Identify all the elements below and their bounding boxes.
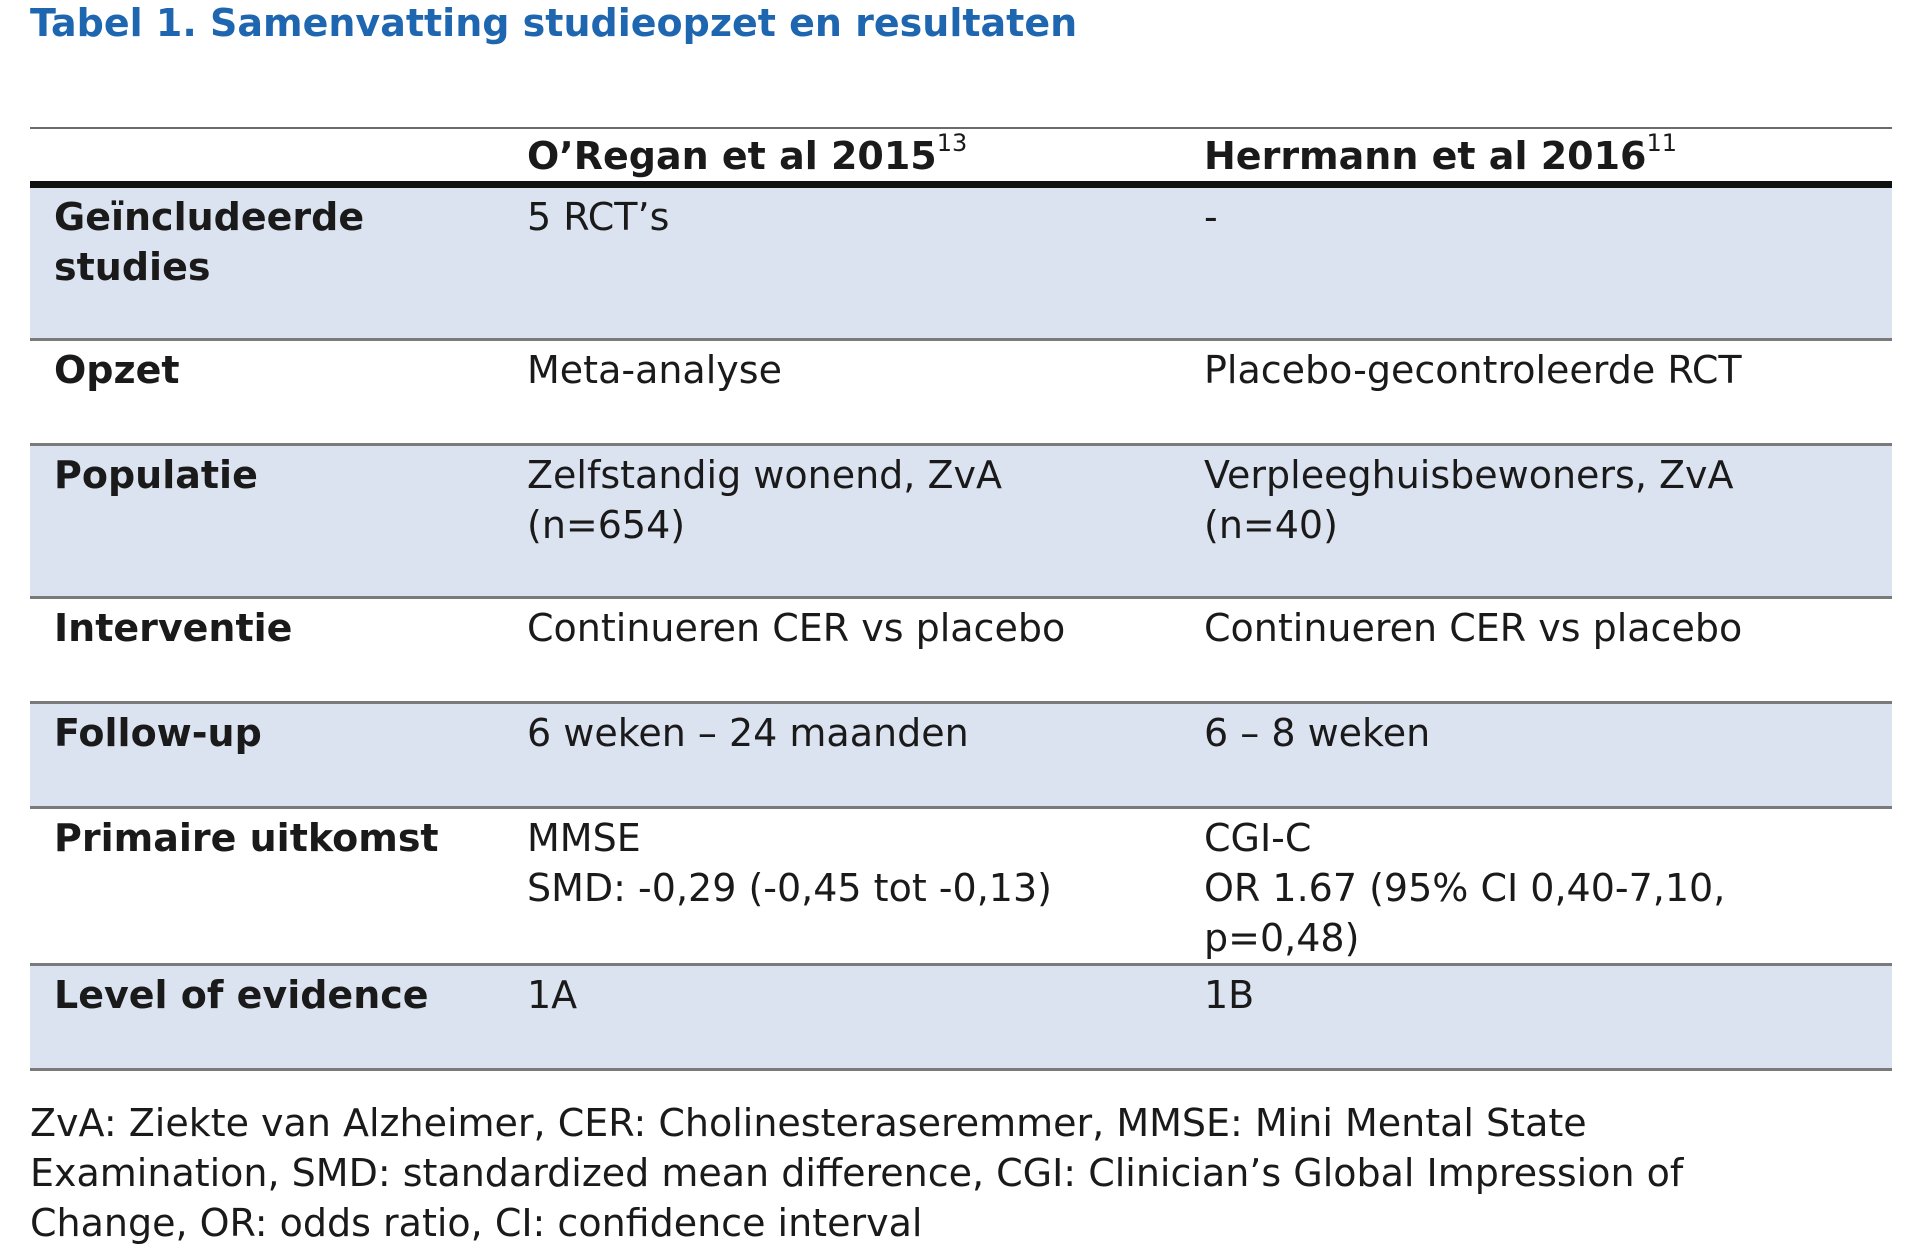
row-label-line: Follow-up <box>54 711 262 755</box>
cell-oregan: Continueren CER vs placebo <box>527 597 1204 704</box>
row-label: Geïncludeerde studies <box>30 184 527 341</box>
table-row: Opzet Meta-analyse Placebo-gecontroleerd… <box>30 339 1892 446</box>
cell-oregan: MMSE SMD: -0,29 (-0,45 tot -0,13) <box>527 807 1204 966</box>
header-herrmann-text: Herrmann et al 2016 <box>1204 134 1647 178</box>
cell-line: (n=40) <box>1204 503 1338 547</box>
row-label: Follow-up <box>30 702 527 809</box>
cell-line: 1A <box>527 973 578 1017</box>
cell-line: 6 weken – 24 maanden <box>527 711 969 755</box>
table-row: Interventie Continueren CER vs placebo C… <box>30 597 1892 704</box>
cell-line: Continueren CER vs placebo <box>527 606 1066 650</box>
cell-line: Continueren CER vs placebo <box>1204 606 1743 650</box>
footnote-line: Change, OR: odds ratio, CI: confidence i… <box>30 1201 923 1245</box>
table-row: Level of evidence 1A 1B <box>30 964 1892 1071</box>
header-oregan: O’Regan et al 201513 <box>527 127 1204 188</box>
cell-oregan: 5 RCT’s <box>527 184 1204 341</box>
cell-oregan: 6 weken – 24 maanden <box>527 702 1204 809</box>
cell-oregan: Zelfstandig wonend, ZvA (n=654) <box>527 444 1204 599</box>
cell-line: Verpleeghuisbewoners, ZvA <box>1204 453 1734 497</box>
cell-oregan: 1A <box>527 964 1204 1071</box>
cell-herrmann: 1B <box>1204 964 1892 1071</box>
cell-oregan: Meta-analyse <box>527 339 1204 446</box>
header-oregan-text: O’Regan et al 2015 <box>527 134 937 178</box>
cell-line: SMD: -0,29 (-0,45 tot -0,13) <box>527 866 1052 910</box>
footnote-line: Examination, SMD: standardized mean diff… <box>30 1151 1684 1195</box>
row-label-line: Primaire uitkomst <box>54 816 439 860</box>
row-label: Populatie <box>30 444 527 599</box>
cell-herrmann: Verpleeghuisbewoners, ZvA (n=40) <box>1204 444 1892 599</box>
cell-line: Placebo-gecontroleerde RCT <box>1204 348 1742 392</box>
row-label-line: Geïncludeerde <box>54 195 365 239</box>
cell-herrmann: Placebo-gecontroleerde RCT <box>1204 339 1892 446</box>
footnote-line: ZvA: Ziekte van Alzheimer, CER: Cholines… <box>30 1101 1587 1145</box>
row-label: Interventie <box>30 597 527 704</box>
cell-line: Zelfstandig wonend, ZvA <box>527 453 1002 497</box>
cell-line: OR 1.67 (95% CI 0,40-7,10, <box>1204 866 1726 910</box>
header-herrmann-ref: 11 <box>1646 129 1678 157</box>
header-row: O’Regan et al 201513 Herrmann et al 2016… <box>30 127 1892 188</box>
cell-line: CGI-C <box>1204 816 1312 860</box>
table-row: Geïncludeerde studies 5 RCT’s - <box>30 184 1892 341</box>
cell-line: MMSE <box>527 816 641 860</box>
row-label-line: Level of evidence <box>54 973 429 1017</box>
table-title: Tabel 1. Samenvatting studieopzet en res… <box>30 1 1078 45</box>
table-row: Populatie Zelfstandig wonend, ZvA (n=654… <box>30 444 1892 599</box>
row-label: Level of evidence <box>30 964 527 1071</box>
cell-line: p=0,48) <box>1204 916 1360 960</box>
row-label-line: Populatie <box>54 453 258 497</box>
cell-line: 1B <box>1204 973 1255 1017</box>
row-label: Primaire uitkomst <box>30 807 527 966</box>
cell-line: (n=654) <box>527 503 686 547</box>
cell-herrmann: CGI-C OR 1.67 (95% CI 0,40-7,10, p=0,48) <box>1204 807 1892 966</box>
header-oregan-ref: 13 <box>936 129 968 157</box>
row-label: Opzet <box>30 339 527 446</box>
summary-table: O’Regan et al 201513 Herrmann et al 2016… <box>30 127 1892 1071</box>
header-herrmann: Herrmann et al 201611 <box>1204 127 1892 188</box>
header-empty-cell <box>30 127 527 188</box>
cell-herrmann: - <box>1204 184 1892 341</box>
cell-herrmann: Continueren CER vs placebo <box>1204 597 1892 704</box>
cell-line: - <box>1204 195 1218 239</box>
table-row: Primaire uitkomst MMSE SMD: -0,29 (-0,45… <box>30 807 1892 966</box>
cell-line: Meta-analyse <box>527 348 782 392</box>
table-footnote: ZvA: Ziekte van Alzheimer, CER: Cholines… <box>30 1098 1892 1248</box>
cell-line: 6 – 8 weken <box>1204 711 1431 755</box>
row-label-line: Interventie <box>54 606 293 650</box>
cell-herrmann: 6 – 8 weken <box>1204 702 1892 809</box>
row-label-line: Opzet <box>54 348 180 392</box>
row-label-line: studies <box>54 245 211 289</box>
cell-line: 5 RCT’s <box>527 195 670 239</box>
table-row: Follow-up 6 weken – 24 maanden 6 – 8 wek… <box>30 702 1892 809</box>
